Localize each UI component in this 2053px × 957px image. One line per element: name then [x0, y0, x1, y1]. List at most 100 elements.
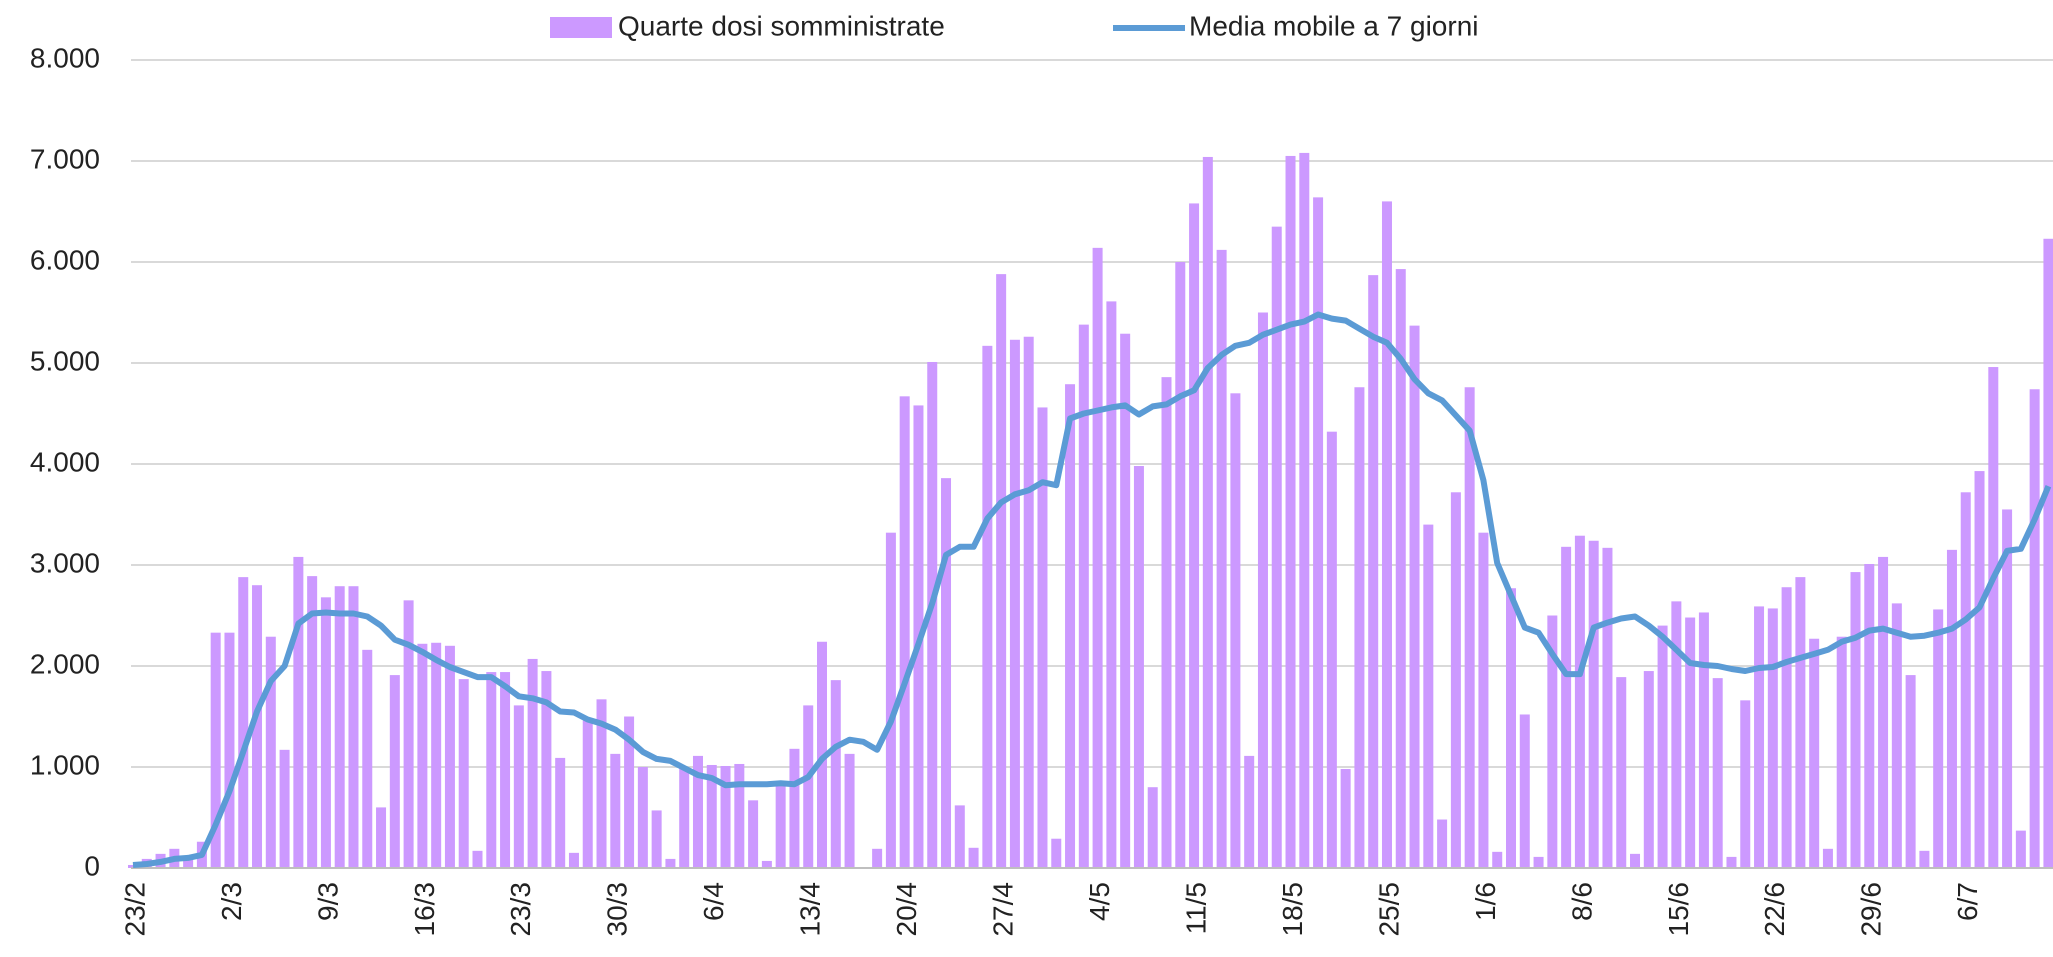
- bar: [1189, 203, 1200, 869]
- bar: [803, 705, 814, 868]
- legend: Quarte dosi somministrate Media mobile a …: [550, 10, 1479, 41]
- bar: [128, 864, 138, 868]
- bar: [1506, 588, 1516, 868]
- bar: [996, 274, 1007, 868]
- bar: [293, 556, 304, 868]
- y-tick-label: 2.000: [30, 648, 100, 679]
- bar: [1078, 324, 1089, 868]
- bar: [1533, 856, 1544, 868]
- bar: [1698, 612, 1709, 868]
- y-tick-label: 5.000: [30, 345, 100, 376]
- bar: [1822, 848, 1833, 868]
- bar: [1464, 387, 1475, 868]
- legend-label: Media mobile a 7 giorni: [1189, 10, 1479, 41]
- bar: [210, 632, 221, 868]
- bar: [444, 645, 455, 868]
- bar: [872, 848, 883, 868]
- bar: [954, 805, 965, 868]
- bar: [610, 753, 621, 868]
- bar: [1809, 638, 1820, 868]
- y-tick-label: 7.000: [30, 143, 100, 174]
- bar: [500, 672, 511, 868]
- bar: [1450, 492, 1461, 868]
- bar: [761, 860, 772, 868]
- bar: [1161, 377, 1172, 868]
- x-tick-label: 1/6: [1470, 882, 1501, 921]
- moving-average-line: [132, 311, 2052, 868]
- bar: [513, 705, 524, 868]
- legend-label: Quarte dosi somministrate: [618, 10, 945, 41]
- bar: [582, 720, 593, 868]
- bar: [1065, 384, 1076, 868]
- bar: [665, 858, 676, 868]
- bar: [941, 478, 952, 868]
- bar: [1230, 393, 1241, 868]
- bar: [789, 748, 800, 868]
- bar: [1754, 606, 1765, 868]
- y-tick-label: 4.000: [30, 446, 100, 477]
- bar: [734, 763, 745, 868]
- bar: [2015, 830, 2026, 868]
- bar: [1726, 856, 1737, 868]
- bar: [1891, 603, 1902, 868]
- bar: [1216, 249, 1227, 868]
- bar: [1133, 466, 1144, 868]
- bar: [1836, 636, 1847, 868]
- bar: [968, 847, 979, 868]
- bar: [1051, 838, 1062, 868]
- x-tick-label: 4/5: [1084, 882, 1115, 921]
- bar: [362, 649, 373, 868]
- bar: [1657, 625, 1668, 868]
- x-tick-label: 13/4: [795, 882, 826, 937]
- bar: [1175, 262, 1186, 868]
- bar: [1850, 572, 1861, 868]
- bar: [899, 396, 910, 868]
- bar: [1905, 675, 1916, 868]
- bar: [1368, 275, 1379, 868]
- bar: [1340, 769, 1351, 868]
- x-tick-label: 23/2: [119, 882, 150, 937]
- bar: [1009, 339, 1020, 868]
- bar: [1271, 226, 1282, 868]
- bar: [1616, 677, 1627, 868]
- bar: [238, 577, 249, 868]
- bar: [1106, 301, 1117, 868]
- bar: [1381, 201, 1392, 868]
- bar: [706, 764, 717, 868]
- bar: [541, 671, 552, 868]
- bar: [1395, 269, 1406, 868]
- bar: [748, 800, 759, 868]
- bar: [1878, 556, 1889, 868]
- x-tick-label: 18/5: [1277, 882, 1308, 937]
- bar: [1602, 547, 1613, 868]
- bar: [1561, 546, 1572, 868]
- bar: [279, 749, 290, 868]
- bar: [927, 361, 938, 868]
- bar: [1767, 608, 1778, 868]
- bar: [376, 807, 387, 868]
- bar: [458, 679, 469, 868]
- x-tick-label: 22/6: [1759, 882, 1790, 937]
- x-tick-label: 8/6: [1566, 882, 1597, 921]
- bar: [817, 641, 827, 868]
- x-tick-label: 9/3: [312, 882, 343, 921]
- bar: [775, 784, 786, 868]
- bar: [2002, 509, 2013, 868]
- x-tick-label: 20/4: [891, 882, 922, 937]
- bar: [334, 586, 345, 868]
- y-tick-label: 6.000: [30, 244, 100, 275]
- bar: [679, 767, 690, 868]
- x-tick-label: 27/4: [988, 882, 1019, 937]
- bar: [1354, 387, 1365, 868]
- bar: [720, 765, 731, 868]
- bar: [252, 585, 263, 868]
- bar: [1946, 549, 1957, 868]
- bar: [1574, 535, 1585, 868]
- bar: [1147, 787, 1158, 868]
- bar: [224, 632, 235, 868]
- bar: [1478, 532, 1489, 868]
- bar: [1974, 471, 1985, 868]
- bar: [527, 658, 538, 868]
- bar: [417, 643, 428, 868]
